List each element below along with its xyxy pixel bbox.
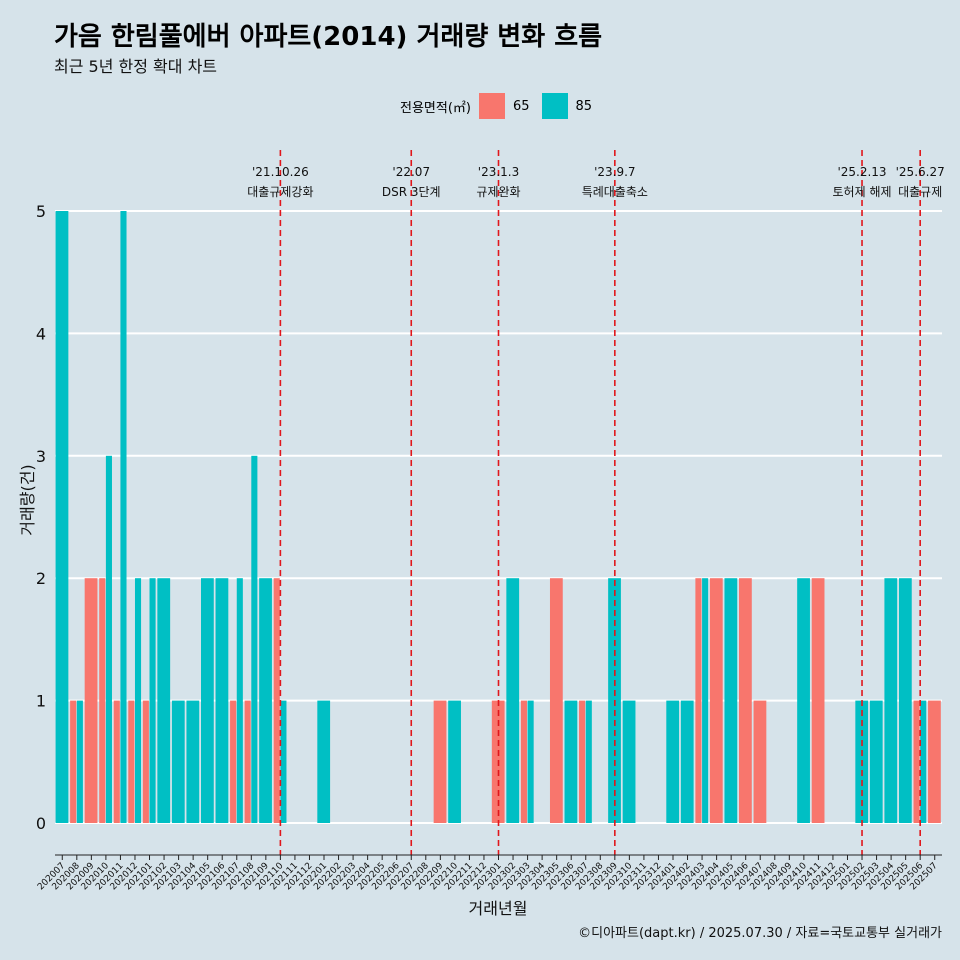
bar-202105-85: [200, 578, 214, 823]
bar-202402-85: [680, 700, 694, 823]
bar-202009-65: [84, 578, 98, 823]
bar-202505-85: [898, 578, 912, 823]
bar-202403-65: [695, 578, 702, 823]
legend-label-65: 65: [512, 98, 530, 114]
bar-202011-85: [120, 211, 127, 823]
legend-swatch-65: [478, 93, 505, 119]
bar-202504-85: [884, 578, 898, 823]
annotation-date-1: '22.07: [392, 165, 430, 179]
bar-202210-85: [448, 700, 461, 823]
x-axis-label: 거래년월: [469, 899, 528, 918]
bar-202011-65: [113, 700, 120, 823]
y-tick-label-5: 5: [36, 202, 46, 221]
bar-202101-85: [149, 578, 156, 823]
annotations: '21.10.26 대출규제강화 '22.07 DSR 3단계 '23.1.3 규제완화 '…: [247, 150, 945, 855]
bar-202406-65: [739, 578, 752, 823]
bar-202407-65: [753, 700, 767, 823]
annotation-date-2: '23.1.3: [478, 165, 519, 179]
legend-item-65: 65: [478, 93, 530, 119]
bar-202303-65: [520, 700, 527, 823]
bar-202010-85: [105, 455, 112, 823]
annotation-label-4: 토허제 해제: [833, 185, 892, 199]
y-axis-label: 거래량(건): [18, 464, 37, 535]
bar-202506-65: [913, 700, 920, 823]
bar-202008-85: [76, 700, 83, 823]
bar-202209-65: [433, 700, 447, 823]
bar-202110-65: [273, 578, 280, 823]
bar-202010-65: [99, 578, 106, 823]
caption: ©디아파트(dapt.kr) / 2025.07.30 / 자료=국토교통부 실…: [578, 926, 942, 941]
bar-202305-65: [549, 578, 563, 823]
bar-202410-85: [797, 578, 810, 823]
annotation-date-3: '23.9.7: [594, 165, 635, 179]
bar-202302-85: [506, 578, 520, 823]
bars: [55, 211, 941, 823]
y-tick-label-4: 4: [36, 324, 46, 343]
bar-202008-65: [70, 700, 77, 823]
bar-202307-65: [579, 700, 586, 823]
bar-202109-85: [259, 578, 272, 823]
bar-202101-65: [142, 700, 149, 823]
annotation-label-0: 대출규제강화: [247, 185, 313, 199]
annotation-label-5: 대출규제: [898, 185, 942, 199]
bar-202503-85: [869, 700, 883, 823]
bar-202310-85: [622, 700, 636, 823]
y-tick-label-3: 3: [36, 447, 46, 466]
bar-202411-65: [811, 578, 825, 823]
y-tick-label-0: 0: [36, 814, 46, 833]
legend-item-85: 85: [541, 93, 593, 119]
bar-202404-65: [709, 578, 723, 823]
y-tick-label-2: 2: [36, 569, 46, 588]
legend-label-85: 85: [575, 98, 593, 114]
bar-202506-85: [920, 700, 927, 823]
bar-202103-85: [171, 700, 185, 823]
bar-202303-85: [527, 700, 534, 823]
chart-title: 가음 한림풀에버 아파트(2014) 거래량 변화 흐름: [54, 22, 603, 52]
bar-202012-65: [128, 700, 135, 823]
bar-202507-65: [928, 700, 941, 823]
annotation-label-3: 특례대출축소: [582, 185, 648, 199]
legend-title: 전용면적(㎡): [400, 100, 471, 116]
bar-202201-85: [317, 700, 331, 823]
bar-202110-85: [280, 700, 287, 823]
bar-202007-85: [55, 211, 69, 823]
chart-subtitle: 최근 5년 한정 확대 차트: [54, 57, 218, 76]
bar-202104-85: [186, 700, 200, 823]
bar-202107-85: [236, 578, 243, 823]
annotation-date-0: '21.10.26: [252, 165, 309, 179]
bar-202012-85: [134, 578, 142, 823]
bar-202306-85: [564, 700, 578, 823]
bar-202108-65: [244, 700, 251, 823]
bar-202403-85: [702, 578, 709, 823]
y-tick-label-1: 1: [36, 692, 46, 711]
annotation-label-1: DSR 3단계: [382, 185, 441, 199]
bar-202102-85: [157, 578, 171, 823]
annotation-label-2: 규제완화: [476, 185, 520, 199]
bar-202307-85: [585, 700, 592, 823]
bar-202108-85: [251, 455, 258, 823]
legend-swatch-85: [541, 93, 568, 119]
annotation-date-5: '25.6.27: [896, 165, 945, 179]
bar-202107-65: [230, 700, 237, 823]
legend: 전용면적(㎡) 65 85: [400, 93, 596, 119]
annotation-date-4: '25.2.13: [837, 165, 886, 179]
bar-202106-85: [215, 578, 229, 823]
bar-202401-85: [666, 700, 680, 823]
bar-202405-85: [724, 578, 738, 823]
axes: 0123452020072020082020092020102020112020…: [36, 202, 942, 892]
